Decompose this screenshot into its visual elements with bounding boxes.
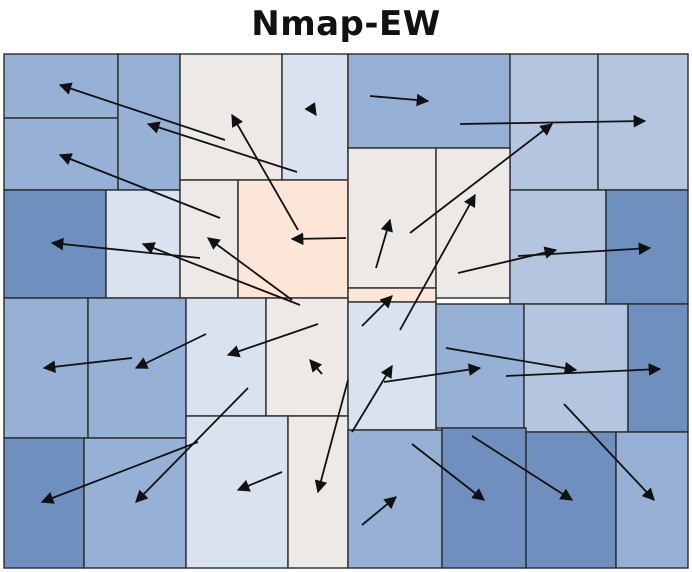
cell	[3, 117, 119, 191]
cell	[615, 431, 689, 569]
cell	[179, 53, 283, 181]
cell	[435, 147, 511, 299]
cell	[347, 53, 511, 149]
arrow	[361, 496, 397, 526]
arrow	[134, 333, 207, 369]
arrow	[304, 102, 317, 117]
cell	[185, 415, 289, 569]
arrow	[309, 359, 323, 375]
cell	[281, 53, 349, 181]
cell	[185, 297, 267, 417]
arrow	[146, 121, 298, 173]
arrow	[459, 114, 647, 128]
arrow	[399, 193, 476, 331]
arrow	[563, 403, 655, 501]
arrow	[206, 237, 293, 301]
arrow	[471, 435, 574, 501]
treemap-cells	[3, 53, 689, 569]
arrow	[40, 441, 199, 504]
cell	[435, 303, 525, 429]
arrow	[50, 237, 201, 259]
arrow	[314, 379, 349, 494]
arrow	[290, 232, 347, 246]
arrow	[517, 242, 652, 257]
cell	[347, 147, 437, 289]
cell	[265, 297, 349, 417]
arrow	[231, 113, 299, 231]
arrow	[226, 323, 319, 358]
cell	[627, 303, 689, 433]
displacement-arrows	[40, 82, 662, 526]
arrow	[141, 242, 301, 306]
arrow	[505, 363, 662, 377]
arrow	[58, 153, 221, 219]
cell	[347, 429, 443, 569]
arrow	[236, 471, 283, 492]
arrow	[375, 218, 393, 269]
cell	[509, 189, 607, 305]
arrow	[58, 82, 226, 141]
cell	[523, 303, 629, 433]
cell	[441, 427, 527, 569]
cell	[605, 189, 689, 305]
arrow	[369, 93, 430, 107]
cell	[83, 437, 187, 569]
arrow	[411, 443, 485, 501]
diagram-title: Nmap-EW	[251, 4, 441, 44]
arrow	[383, 363, 482, 383]
arrow	[361, 295, 393, 327]
arrow	[351, 364, 393, 433]
arrow	[409, 123, 553, 234]
cell	[3, 437, 85, 569]
arrow	[445, 347, 578, 375]
arrow	[42, 357, 133, 373]
